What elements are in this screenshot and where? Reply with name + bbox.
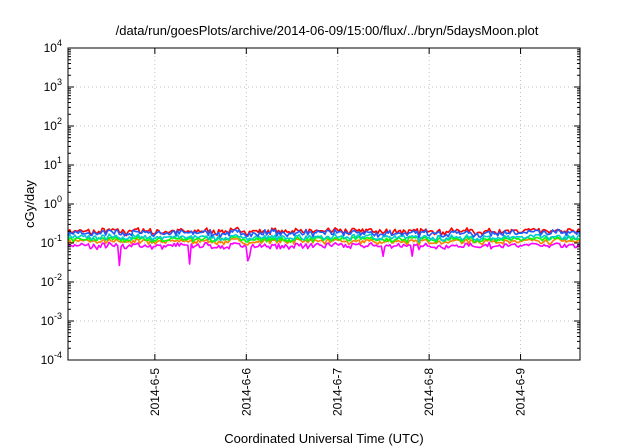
series-lines	[67, 226, 581, 267]
y-tick-labels: 10-4 10-3 10-2 10-1 100 101 102 103 104	[41, 38, 62, 367]
y-tick-label: 10-1	[41, 233, 62, 250]
grid-lines	[68, 48, 580, 360]
y-tick-label: 104	[44, 38, 62, 55]
series-line	[67, 233, 581, 243]
y-tick-label: 10-3	[41, 311, 62, 328]
y-tick-label: 10-4	[41, 350, 62, 367]
axis-ticks	[68, 47, 580, 361]
series-line	[67, 228, 581, 239]
y-tick-label: 102	[44, 116, 62, 133]
series-line	[67, 237, 581, 246]
y-tick-label: 10-2	[41, 272, 62, 289]
x-tick-label: 2014-6-7	[331, 368, 345, 416]
x-axis-label: Coordinated Universal Time (UTC)	[224, 431, 423, 446]
x-tick-label: 2014-6-9	[514, 368, 528, 416]
chart-title: /data/run/goesPlots/archive/2014-06-09/1…	[116, 23, 539, 38]
y-tick-label: 101	[44, 155, 62, 172]
x-tick-label: 2014-6-8	[422, 368, 436, 416]
y-axis-label: cGy/day	[22, 180, 37, 228]
y-tick-label: 103	[44, 77, 62, 94]
x-tick-label: 2014-6-6	[239, 368, 253, 416]
y-tick-label: 100	[44, 194, 62, 211]
series-line	[67, 241, 581, 267]
x-tick-label: 2014-6-5	[148, 368, 162, 416]
x-tick-labels: 2014-6-5 2014-6-6 2014-6-7 2014-6-8 2014-6-9	[148, 368, 528, 416]
series-line	[67, 226, 581, 237]
